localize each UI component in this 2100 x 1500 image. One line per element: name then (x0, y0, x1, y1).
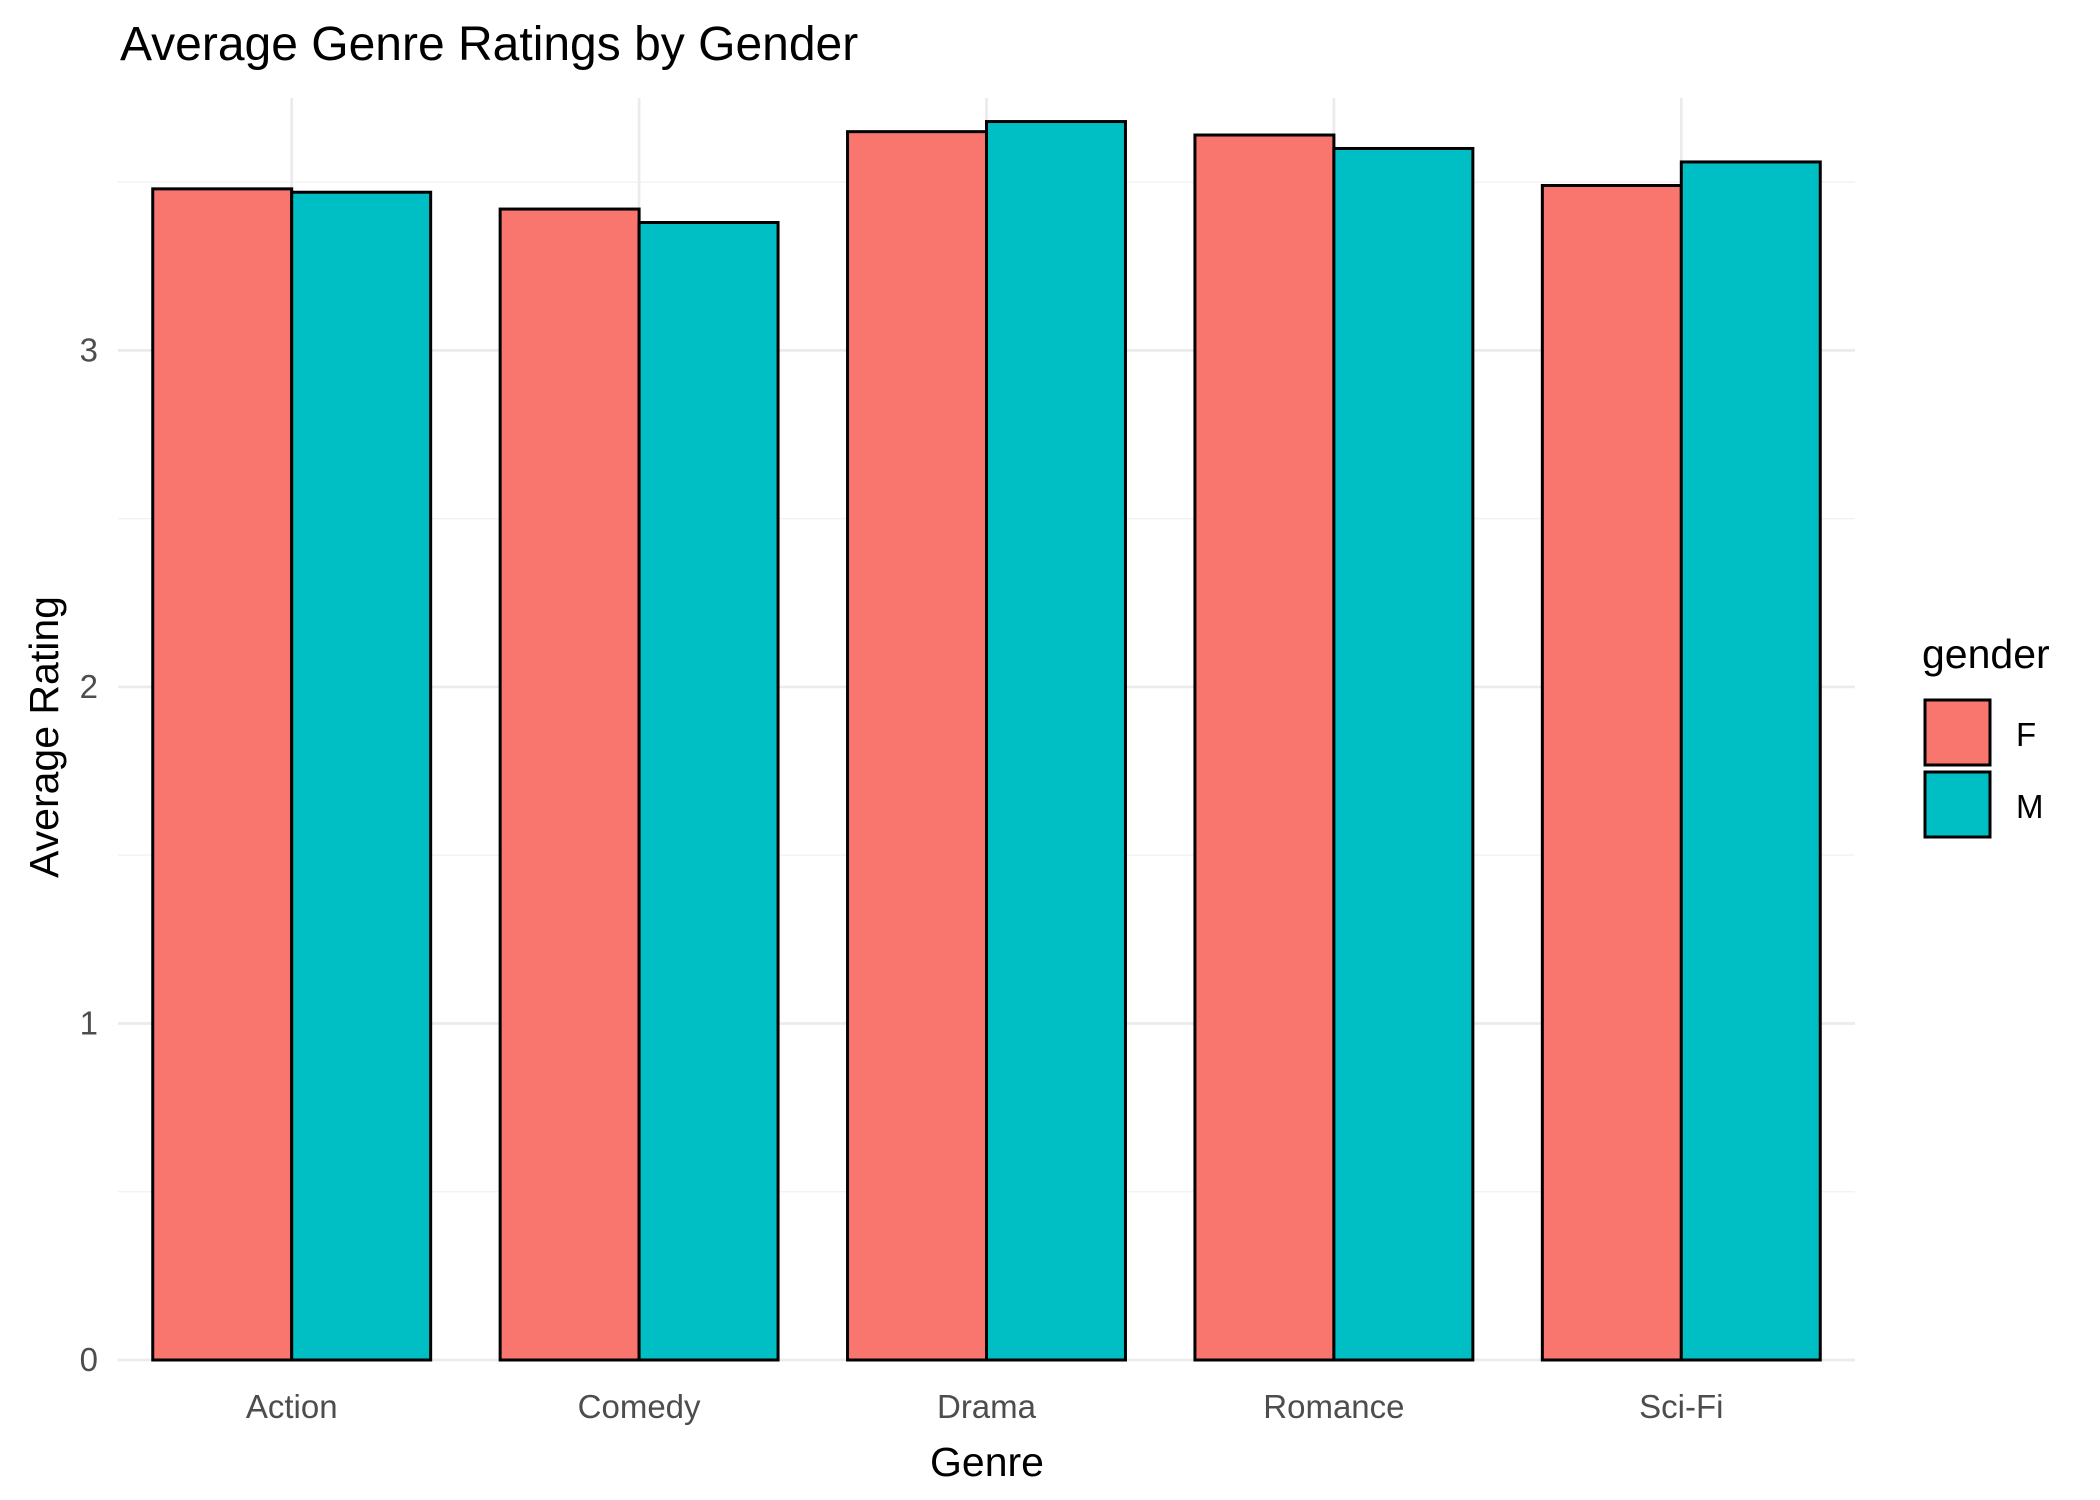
legend-label-m: M (2016, 788, 2044, 825)
bars-group (151, 120, 1822, 1362)
x-tick-label: Sci-Fi (1639, 1388, 1723, 1425)
bar-f-romance (1193, 133, 1336, 1362)
y-tick-label: 3 (80, 331, 98, 368)
bar-m-action (290, 190, 433, 1362)
x-tick-label: Romance (1263, 1388, 1404, 1425)
legend-label-f: F (2016, 716, 2036, 753)
bar-m-romance (1332, 146, 1475, 1362)
bar-f-action (151, 187, 294, 1362)
x-tick-label: Drama (937, 1388, 1037, 1425)
x-tick-label: Action (246, 1388, 338, 1425)
legend-key-f (1923, 698, 1992, 767)
x-tick-labels: Action Comedy Drama Romance Sci-Fi (246, 1388, 1724, 1425)
x-axis-title: Genre (930, 1439, 1044, 1485)
y-tick-labels: 0 1 2 3 (80, 331, 98, 1378)
bar-f-comedy (498, 207, 641, 1362)
legend: gender F M (1922, 631, 2050, 839)
bar-f-sci-fi (1540, 183, 1683, 1362)
bar-f-drama (846, 130, 988, 1362)
y-axis-title: Average Rating (21, 596, 67, 878)
chart-title: Average Genre Ratings by Gender (120, 18, 858, 71)
bar-m-drama (985, 120, 1127, 1362)
y-tick-label: 0 (80, 1341, 98, 1378)
legend-key-m (1923, 770, 1992, 839)
bar-m-sci-fi (1679, 160, 1822, 1362)
y-tick-label: 1 (80, 1004, 98, 1041)
x-tick-label: Comedy (578, 1388, 701, 1425)
y-tick-label: 2 (80, 668, 98, 705)
bar-m-comedy (637, 221, 780, 1362)
legend-title: gender (1922, 631, 2050, 677)
